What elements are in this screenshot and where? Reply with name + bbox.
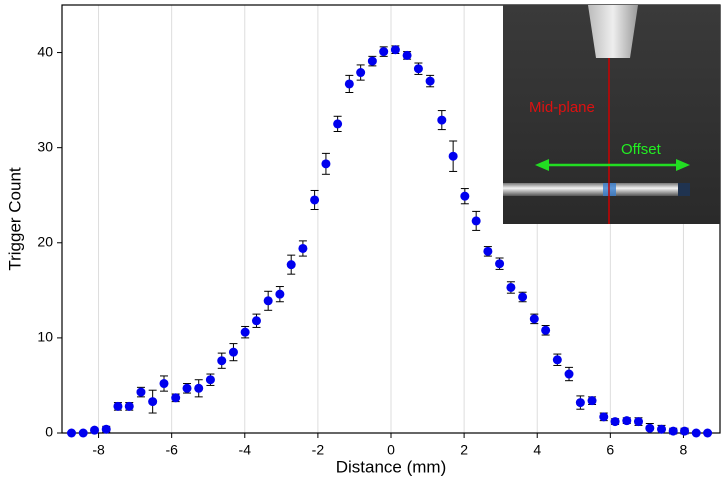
data-point	[228, 347, 238, 357]
data-point	[425, 76, 435, 86]
data-point	[148, 397, 158, 407]
data-point	[379, 47, 389, 57]
data-point	[194, 383, 204, 393]
data-point	[217, 356, 227, 366]
data-point	[390, 45, 400, 55]
data-point	[657, 424, 667, 434]
data-point	[448, 151, 458, 161]
data-point	[240, 327, 250, 337]
data-point	[367, 56, 377, 66]
data-point	[529, 314, 539, 324]
data-point	[552, 355, 562, 365]
data-point	[506, 282, 516, 292]
data-point	[78, 428, 88, 438]
data-point	[275, 289, 285, 299]
data-point	[610, 417, 620, 427]
x-axis-label: Distance (mm)	[336, 457, 447, 476]
y-tick-label: 10	[37, 329, 53, 345]
x-tick-label: 6	[606, 442, 614, 458]
data-point	[402, 50, 412, 60]
data-point	[356, 68, 366, 78]
data-point	[159, 379, 169, 389]
nozzle	[588, 5, 638, 58]
data-point	[205, 375, 215, 385]
data-point	[483, 246, 493, 256]
data-point	[495, 259, 505, 269]
data-point	[124, 401, 134, 411]
y-axis-label: Trigger Count	[5, 167, 24, 271]
data-point	[622, 416, 632, 426]
x-tick-label: -2	[312, 442, 325, 458]
data-point	[460, 191, 470, 201]
inset-image: Mid-plane Offset	[503, 5, 720, 224]
rod	[503, 183, 690, 196]
data-point	[668, 426, 678, 436]
x-tick-label: -4	[239, 442, 252, 458]
data-point	[310, 195, 320, 205]
data-point	[298, 243, 308, 253]
data-point	[471, 216, 481, 226]
data-point	[344, 79, 354, 89]
data-point	[90, 425, 100, 435]
data-point	[691, 428, 701, 438]
data-point	[251, 316, 261, 326]
data-point	[541, 325, 551, 335]
arrow-head	[535, 159, 549, 171]
data-point	[437, 115, 447, 125]
data-point	[333, 119, 343, 129]
data-point	[136, 387, 146, 397]
data-point	[67, 428, 77, 438]
y-tick-label: 0	[45, 424, 53, 440]
data-point	[101, 424, 111, 434]
data-point	[321, 159, 331, 169]
rod-end	[678, 183, 690, 196]
x-tick-label: -6	[165, 442, 178, 458]
y-tick-label: 30	[37, 138, 53, 154]
annotation: Mid-plane	[529, 99, 595, 116]
data-point	[286, 260, 296, 270]
data-point	[263, 296, 273, 306]
data-point	[587, 396, 597, 406]
data-point	[113, 401, 123, 411]
data-point	[518, 292, 528, 302]
data-point	[633, 417, 643, 427]
x-tick-label: 4	[533, 442, 541, 458]
data-point	[182, 383, 192, 393]
data-point	[171, 393, 181, 403]
x-tick-label: 8	[680, 442, 688, 458]
y-tick-label: 20	[37, 233, 53, 249]
x-tick-label: -8	[92, 442, 105, 458]
data-point	[680, 426, 690, 436]
data-point	[575, 398, 585, 408]
x-tick-label: 0	[387, 442, 395, 458]
data-point	[413, 64, 423, 74]
y-tick-label: 40	[37, 43, 53, 59]
arrow-head	[676, 159, 690, 171]
x-tick-label: 2	[460, 442, 468, 458]
data-point	[703, 428, 713, 438]
data-point	[645, 423, 655, 433]
data-point	[564, 369, 574, 379]
data-point	[599, 412, 609, 422]
annotation: Offset	[621, 141, 662, 158]
